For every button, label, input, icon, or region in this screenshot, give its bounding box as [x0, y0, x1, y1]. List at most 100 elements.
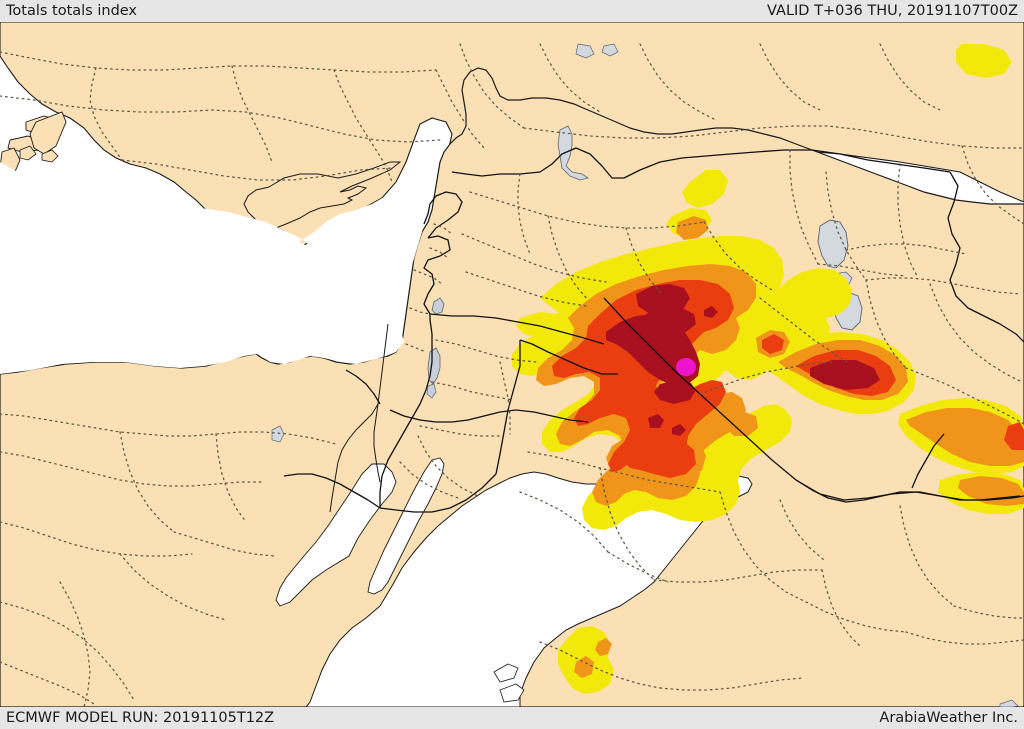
border-israel-lebanon	[423, 235, 451, 315]
border-turkey-iraq-iran	[947, 171, 1024, 343]
water-lake-nile	[271, 425, 285, 443]
admin-egypt-sinai	[417, 435, 479, 497]
admin-iraq-6	[865, 277, 1021, 295]
admin-egypt-5	[0, 521, 193, 557]
darkred-spot-small-1	[648, 414, 664, 428]
header-bar: Totals totals index VALID T+036 THU, 201…	[0, 0, 1024, 22]
orange-saudi-cell-2	[595, 638, 612, 656]
admin-egypt-1	[0, 413, 337, 445]
border-saudi-gulf	[900, 491, 1021, 501]
national-border-group	[283, 147, 1024, 513]
water-inlet-2	[499, 683, 525, 703]
border-lebanon-syria	[423, 191, 463, 239]
water-lake-turkey-2	[601, 43, 619, 57]
admin-saudi-5	[785, 591, 907, 633]
admin-turkey-10	[639, 43, 717, 121]
orange-iraq-small-2	[726, 412, 758, 436]
weather-map-canvas[interactable]	[0, 22, 1024, 707]
admin-egypt-10	[0, 661, 95, 705]
contour-band-dark-red	[606, 284, 880, 436]
yellow-ne-corner	[956, 44, 1012, 78]
admin-saudi-14	[779, 499, 825, 561]
admin-saudi-13	[953, 605, 1024, 619]
river-nile-upper	[377, 323, 389, 405]
orange-saudi-cell-1	[574, 656, 594, 678]
landmass-group	[0, 22, 1024, 707]
border-syria-jordan	[429, 313, 605, 345]
border-jordan-south	[379, 473, 497, 513]
admin-turkey-13	[523, 125, 1024, 149]
darkred-spot-small-3	[704, 306, 718, 318]
red-east-edge	[1004, 422, 1024, 450]
admin-turkey-6	[435, 69, 485, 149]
admin-iraq-5	[789, 149, 819, 265]
river-group	[329, 323, 389, 513]
admin-saudi-9	[659, 677, 805, 691]
water-inlet-1	[493, 663, 519, 683]
border-egypt-sinai	[389, 409, 517, 423]
water-lake-small-iraq	[999, 699, 1019, 707]
admin-saudi-2	[599, 467, 655, 581]
provider-label: ArabiaWeather Inc.	[879, 710, 1018, 726]
admin-jordan-3	[419, 425, 501, 437]
border-jordan-panhandle	[495, 340, 521, 475]
admin-turkey-east-1	[961, 145, 1024, 225]
admin-turkey-9	[539, 43, 601, 113]
water-gulf-of-aqaba	[367, 457, 445, 595]
admin-turkey-12	[879, 43, 941, 111]
footer-bar: ECMWF MODEL RUN: 20191105T12Z ArabiaWeat…	[0, 707, 1024, 729]
darkred-spot-iraq	[810, 360, 880, 390]
admin-egypt-sinai-2	[399, 461, 459, 499]
admin-iraq-11	[845, 243, 967, 255]
border-jordan-east	[519, 339, 618, 375]
admin-israel-1	[413, 269, 443, 285]
admin-saudi-3	[719, 491, 787, 593]
admin-turkey-1	[0, 51, 437, 73]
darkred-tail	[654, 380, 696, 404]
border-egypt-israel	[283, 473, 381, 509]
water-red-sea	[305, 471, 753, 707]
orange-east-edge	[906, 408, 1024, 466]
contour-band-magenta	[676, 358, 696, 376]
totals-totals-contour-shading	[512, 44, 1024, 694]
admin-lebanon-1	[433, 223, 453, 235]
admin-syria-1	[469, 191, 705, 229]
admin-border-group	[0, 43, 1024, 707]
border-turkey-syria	[451, 147, 951, 179]
map-viewport[interactable]	[0, 22, 1024, 707]
admin-iraq-3	[825, 171, 867, 281]
admin-egypt-2	[0, 451, 265, 487]
darkred-north-core-1	[636, 284, 690, 314]
border-jordan-west	[379, 314, 433, 508]
land-island-small-a	[19, 145, 37, 161]
border-saudi-north	[515, 409, 589, 423]
admin-lebanon-2	[429, 247, 449, 259]
admin-iraq-8	[865, 279, 907, 369]
river-nile-main	[373, 403, 381, 483]
admin-syria-7	[517, 173, 531, 255]
admin-jordan-1	[435, 339, 537, 363]
admin-israel-3	[405, 343, 427, 353]
land-island-rhodes	[29, 111, 67, 155]
admin-egypt-8	[119, 553, 227, 621]
admin-iraq-1	[699, 361, 833, 395]
border-iraq-saudi	[795, 479, 901, 503]
admin-syria-3	[625, 227, 663, 295]
land-island-small-b	[41, 149, 59, 163]
admin-saudi-6	[519, 491, 609, 553]
water-lake-turkey-1	[575, 43, 595, 59]
admin-jordan-4	[499, 361, 511, 435]
admin-egypt-6	[59, 581, 91, 707]
admin-iraq-2	[759, 297, 851, 365]
darkred-spot-small-2	[672, 424, 686, 436]
red-sw-lobe	[624, 438, 696, 478]
admin-turkey-11	[759, 43, 821, 111]
magenta-extreme-cell	[676, 358, 696, 376]
border-egypt-nile-west	[345, 369, 381, 405]
admin-syria-5	[461, 233, 607, 283]
admin-saudi-1	[527, 451, 721, 493]
yellow-ne-syria	[682, 170, 728, 208]
admin-syria-2	[547, 215, 589, 301]
admin-syria-6	[465, 271, 587, 307]
admin-israel-2	[409, 307, 431, 315]
